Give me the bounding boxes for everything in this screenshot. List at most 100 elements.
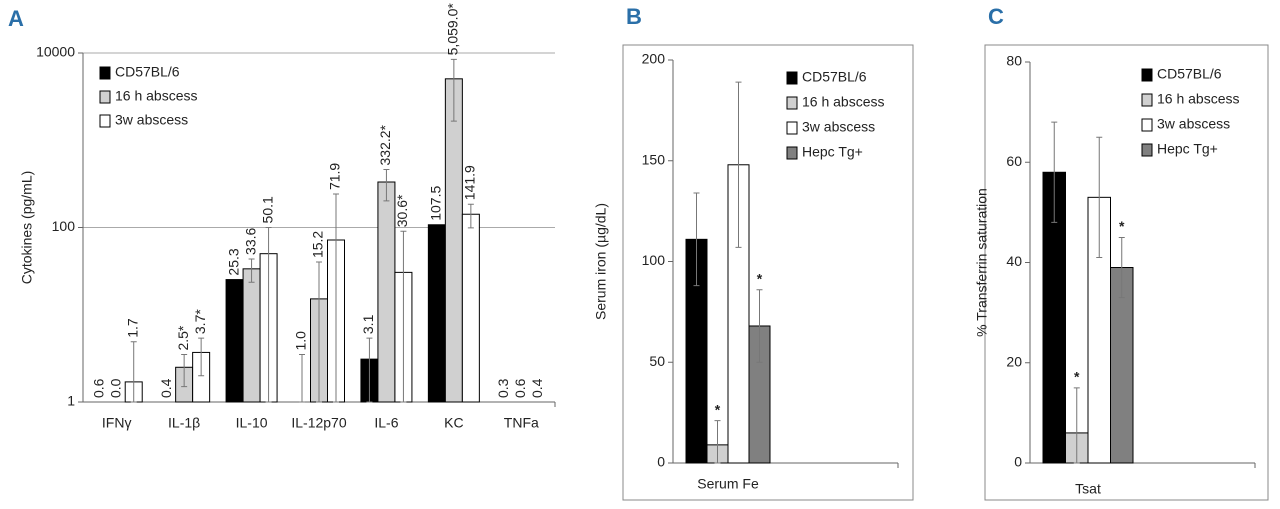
legend-swatch — [1141, 118, 1153, 132]
error-bar — [299, 354, 305, 403]
y-tick-label: 20 — [1006, 353, 1022, 369]
y-tick-label: 150 — [642, 151, 666, 167]
bar — [444, 78, 463, 403]
error-bar — [248, 258, 255, 283]
value-label: 3.1 — [360, 314, 376, 334]
significance-label: * — [1074, 369, 1080, 385]
error-bar — [450, 58, 457, 122]
x-tick-label: IL-1β — [168, 415, 200, 431]
significance-label: * — [715, 401, 721, 417]
error-bar — [735, 81, 742, 248]
value-label: 107.5 — [428, 186, 444, 221]
bar — [242, 268, 261, 403]
significance-label: * — [757, 270, 763, 286]
legend-swatch — [99, 90, 111, 104]
bar — [225, 279, 244, 403]
value-label: 2.5* — [175, 325, 191, 350]
panel-label: A — [8, 6, 24, 31]
error-bar — [198, 337, 205, 377]
y-tick-label: 0 — [1014, 454, 1022, 470]
value-label: 33.6 — [242, 227, 258, 254]
y-axis-title: Cytokines (pg/mL) — [19, 171, 35, 285]
legend-swatch — [99, 66, 111, 80]
legend-swatch — [1141, 68, 1153, 82]
value-label: 332.2* — [377, 124, 393, 165]
error-bar — [383, 168, 390, 202]
y-tick-label: 1 — [67, 393, 75, 409]
y-tick-label: 100 — [52, 218, 76, 234]
legend-swatch — [1141, 143, 1153, 157]
legend-swatch — [786, 146, 798, 160]
x-tick-label: IFNγ — [102, 415, 132, 431]
value-label: 0.3 — [495, 378, 511, 398]
legend-swatch — [786, 96, 798, 110]
legend-label: 3w abscess — [115, 112, 188, 128]
y-tick-label: 10000 — [36, 44, 75, 60]
y-tick-label: 80 — [1006, 53, 1022, 69]
value-label: 0.6 — [512, 378, 528, 398]
value-label: 5,059.0* — [445, 3, 461, 56]
value-label: 25.3 — [225, 248, 241, 275]
error-bar — [756, 289, 763, 363]
x-tick-label: Serum Fe — [697, 476, 759, 492]
legend-label: 3w abscess — [802, 119, 875, 135]
value-label: 30.6* — [394, 194, 410, 227]
y-tick-label: 0 — [657, 454, 665, 470]
x-tick-label: IL-12p70 — [291, 415, 346, 431]
error-bar — [181, 354, 188, 388]
value-label: 141.9 — [462, 165, 478, 200]
y-tick-label: 100 — [642, 252, 666, 268]
significance-label: * — [1119, 218, 1125, 234]
bar — [427, 224, 446, 403]
x-tick-label: Tsat — [1075, 481, 1101, 497]
legend-swatch — [1141, 93, 1153, 107]
legend-swatch — [786, 71, 798, 85]
legend-swatch — [786, 121, 798, 135]
panel-label: C — [988, 4, 1004, 29]
x-tick-label: KC — [444, 415, 463, 431]
error-bar — [714, 420, 721, 464]
value-label: 0.4 — [529, 378, 545, 398]
error-bar — [1096, 136, 1103, 258]
error-bar — [1073, 387, 1080, 464]
error-bar — [366, 337, 373, 403]
error-bar — [1118, 236, 1125, 299]
error-bar — [265, 226, 272, 403]
legend-swatch — [99, 114, 111, 128]
legend-label: 3w abscess — [1157, 116, 1230, 132]
legend-label: 16 h abscess — [1157, 91, 1240, 107]
legend-label: CD57BL/6 — [802, 69, 867, 85]
error-bar — [693, 192, 700, 287]
bar — [377, 181, 396, 403]
y-axis-title: % Transferrin saturation — [974, 188, 990, 337]
legend-label: 16 h abscess — [115, 88, 198, 104]
x-tick-label: IL-6 — [374, 415, 398, 431]
bar — [461, 213, 480, 403]
error-bar — [316, 261, 322, 403]
y-tick-label: 50 — [649, 353, 665, 369]
legend-label: Hepc Tg+ — [1157, 141, 1218, 157]
value-label: 0.6 — [90, 378, 106, 398]
value-label: 1.0 — [293, 331, 309, 351]
y-tick-label: 200 — [642, 51, 666, 67]
error-bar — [130, 341, 137, 403]
error-bar — [467, 203, 474, 229]
error-bar — [333, 193, 339, 403]
value-label: 3.7* — [192, 309, 208, 334]
y-axis-title: Serum iron (µg/dL) — [593, 203, 609, 320]
error-bar — [400, 230, 407, 403]
legend-label: CD57BL/6 — [115, 64, 180, 80]
y-tick-label: 60 — [1006, 153, 1022, 169]
value-label: 50.1 — [259, 196, 275, 223]
error-bar — [1051, 121, 1058, 223]
legend-label: 16 h abscess — [802, 94, 885, 110]
panel-label: B — [626, 4, 642, 29]
panel-frame — [984, 44, 1269, 501]
legend-label: CD57BL/6 — [1157, 66, 1222, 82]
value-label: 71.9 — [327, 163, 343, 190]
value-label: 15.2 — [310, 231, 326, 258]
panel-frame — [622, 44, 914, 501]
value-label: 1.7 — [124, 318, 140, 338]
value-label: 0.4 — [158, 378, 174, 398]
